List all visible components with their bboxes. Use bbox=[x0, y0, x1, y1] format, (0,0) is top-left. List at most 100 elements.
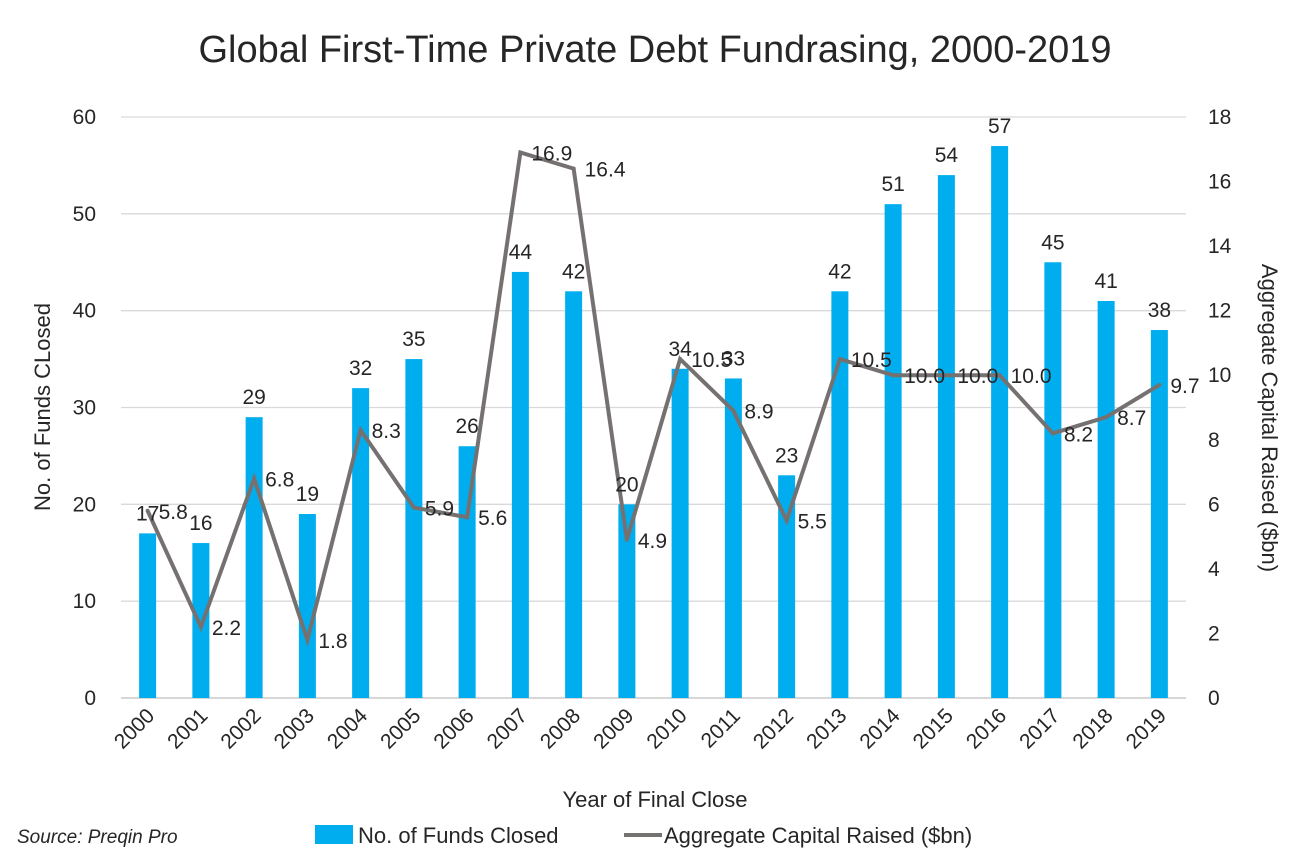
bar-data-label: 41 bbox=[1094, 270, 1117, 293]
line-data-label: 10.0 bbox=[1011, 365, 1052, 388]
bar bbox=[1044, 262, 1062, 698]
legend-label-bars: No. of Funds Closed bbox=[358, 823, 559, 848]
line-data-label: 10.5 bbox=[691, 349, 732, 372]
x-tick-label: 2003 bbox=[270, 704, 319, 753]
line-data-label: 8.2 bbox=[1064, 423, 1093, 446]
line-data-label: 5.9 bbox=[425, 498, 454, 521]
bar-data-label: 42 bbox=[562, 260, 585, 283]
x-tick-label: 2014 bbox=[855, 704, 905, 754]
bar bbox=[671, 368, 689, 698]
line-data-label: 6.8 bbox=[265, 469, 294, 492]
bar-data-label: 34 bbox=[668, 338, 692, 361]
line-point bbox=[837, 357, 842, 362]
line-data-label: 16.9 bbox=[531, 143, 572, 166]
bar-data-label: 29 bbox=[242, 386, 265, 409]
y-tick-label: 60 bbox=[73, 106, 96, 129]
line-point bbox=[198, 624, 203, 629]
bar-data-label: 23 bbox=[775, 444, 798, 467]
line-point bbox=[358, 428, 363, 433]
line-data-label: 8.7 bbox=[1117, 407, 1146, 430]
bar bbox=[511, 271, 529, 698]
x-tick-label: 2008 bbox=[536, 704, 585, 753]
bar-data-label: 19 bbox=[296, 483, 319, 506]
line-point bbox=[1050, 431, 1055, 436]
line-point bbox=[252, 476, 257, 481]
x-tick-label: 2013 bbox=[802, 704, 851, 753]
x-tick-label: 2018 bbox=[1068, 704, 1117, 753]
line-data-label: 8.3 bbox=[372, 420, 401, 443]
line-point bbox=[465, 515, 470, 520]
line-point bbox=[411, 505, 416, 510]
chart-title: Global First-Time Private Debt Fundrasin… bbox=[198, 29, 1111, 71]
x-tick-label: 2010 bbox=[642, 704, 691, 753]
line-point bbox=[145, 508, 150, 513]
bar-data-label: 20 bbox=[615, 473, 638, 496]
y-tick-label: 10 bbox=[73, 590, 96, 613]
y-tick-label: 40 bbox=[73, 300, 96, 323]
bar bbox=[298, 514, 316, 698]
bar-data-labels: 17 16 29 19 32 35 26 44 42 20 34 33 23 42 51 54 57 45 41 38 bbox=[136, 115, 1171, 535]
line-point bbox=[518, 150, 523, 155]
x-axis-label: Year of Final Close bbox=[562, 787, 747, 812]
bar-data-label: 44 bbox=[509, 241, 533, 264]
line-data-label: 5.6 bbox=[478, 507, 507, 530]
y2-tick-label: 6 bbox=[1208, 493, 1220, 516]
line-point bbox=[784, 518, 789, 523]
legend-label-line: Aggregate Capital Raised ($bn) bbox=[664, 823, 972, 848]
line-data-label: 10.5 bbox=[851, 349, 892, 372]
legend: No. of Funds Closed Aggregate Capital Ra… bbox=[315, 823, 972, 848]
bar bbox=[458, 446, 476, 698]
line-point bbox=[1157, 382, 1162, 387]
bar bbox=[618, 504, 636, 698]
line-point bbox=[997, 373, 1002, 378]
line-point bbox=[731, 408, 736, 413]
bar-data-label: 26 bbox=[455, 415, 478, 438]
source-note: Source: Preqin Pro bbox=[17, 827, 178, 848]
line-data-label: 5.5 bbox=[798, 510, 827, 533]
left-axis-ticks: 0 10 20 30 40 50 60 bbox=[73, 106, 96, 710]
bar bbox=[565, 291, 583, 698]
bar bbox=[991, 146, 1009, 699]
line-series bbox=[145, 149, 1162, 648]
bar-data-label: 16 bbox=[189, 512, 212, 535]
line-data-label: 2.2 bbox=[212, 617, 241, 640]
x-tick-label: 2019 bbox=[1122, 704, 1171, 753]
legend-swatch-bars bbox=[315, 825, 353, 844]
x-tick-label: 2004 bbox=[323, 704, 373, 754]
bar bbox=[405, 359, 423, 698]
bar bbox=[192, 543, 210, 698]
bar bbox=[1097, 300, 1115, 698]
y2-tick-label: 18 bbox=[1208, 106, 1231, 129]
line-data-label: 10.0 bbox=[904, 365, 945, 388]
line-point bbox=[624, 537, 629, 542]
x-axis-ticks: 2000 2001 2002 2003 2004 2005 2006 2007 2008 2009… bbox=[110, 704, 1171, 754]
y-tick-label: 30 bbox=[73, 397, 96, 420]
y2-tick-label: 10 bbox=[1208, 364, 1231, 387]
x-tick-label: 2011 bbox=[697, 704, 745, 752]
y-tick-label: 50 bbox=[73, 203, 96, 226]
bar-data-label: 33 bbox=[722, 347, 745, 370]
bar-data-label: 32 bbox=[349, 357, 372, 380]
bar bbox=[778, 475, 796, 698]
bar bbox=[884, 204, 902, 698]
x-tick-label: 2017 bbox=[1015, 704, 1064, 753]
x-tick-label: 2007 bbox=[483, 704, 532, 753]
y-tick-label: 0 bbox=[84, 687, 96, 710]
y-axis-label: No. of Funds CLosed bbox=[30, 303, 55, 511]
line-data-label: 16.4 bbox=[585, 159, 626, 182]
line-point bbox=[571, 166, 576, 171]
line-data-label: 1.8 bbox=[318, 630, 347, 653]
x-tick-label: 2005 bbox=[376, 704, 425, 753]
y2-tick-label: 14 bbox=[1208, 235, 1232, 258]
bar-data-label: 38 bbox=[1148, 299, 1171, 322]
line-data-labels: 5.8 2.2 6.8 1.8 8.3 5.9 5.6 16.9 16.4 4.9 10.5 8.9 5… bbox=[159, 143, 1200, 653]
y2-tick-label: 16 bbox=[1208, 171, 1231, 194]
bar-data-label: 51 bbox=[881, 173, 904, 196]
x-tick-label: 2000 bbox=[110, 704, 159, 753]
x-tick-label: 2016 bbox=[962, 704, 1011, 753]
y2-tick-label: 12 bbox=[1208, 300, 1231, 323]
bar bbox=[139, 533, 157, 698]
x-tick-label: 2009 bbox=[589, 704, 638, 753]
line-point bbox=[678, 357, 683, 362]
